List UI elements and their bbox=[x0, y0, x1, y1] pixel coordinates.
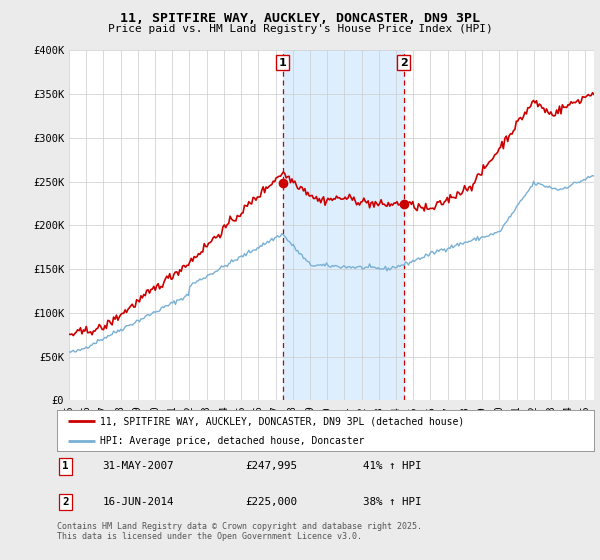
Bar bbox=[283, 50, 404, 400]
Text: 2: 2 bbox=[62, 497, 69, 507]
Text: 11, SPITFIRE WAY, AUCKLEY, DONCASTER, DN9 3PL (detached house): 11, SPITFIRE WAY, AUCKLEY, DONCASTER, DN… bbox=[100, 417, 464, 426]
Text: 11, SPITFIRE WAY, AUCKLEY, DONCASTER, DN9 3PL: 11, SPITFIRE WAY, AUCKLEY, DONCASTER, DN… bbox=[120, 12, 480, 25]
Text: 41% ↑ HPI: 41% ↑ HPI bbox=[363, 461, 422, 472]
Text: £247,995: £247,995 bbox=[245, 461, 297, 472]
Text: £225,000: £225,000 bbox=[245, 497, 297, 507]
Text: Contains HM Land Registry data © Crown copyright and database right 2025.
This d: Contains HM Land Registry data © Crown c… bbox=[57, 522, 422, 542]
Text: 1: 1 bbox=[62, 461, 69, 472]
Text: HPI: Average price, detached house, Doncaster: HPI: Average price, detached house, Donc… bbox=[100, 436, 364, 446]
Text: Price paid vs. HM Land Registry's House Price Index (HPI): Price paid vs. HM Land Registry's House … bbox=[107, 24, 493, 34]
Text: 2: 2 bbox=[400, 58, 407, 68]
Text: 38% ↑ HPI: 38% ↑ HPI bbox=[363, 497, 422, 507]
Text: 1: 1 bbox=[279, 58, 286, 68]
Text: 16-JUN-2014: 16-JUN-2014 bbox=[103, 497, 174, 507]
Text: 31-MAY-2007: 31-MAY-2007 bbox=[103, 461, 174, 472]
